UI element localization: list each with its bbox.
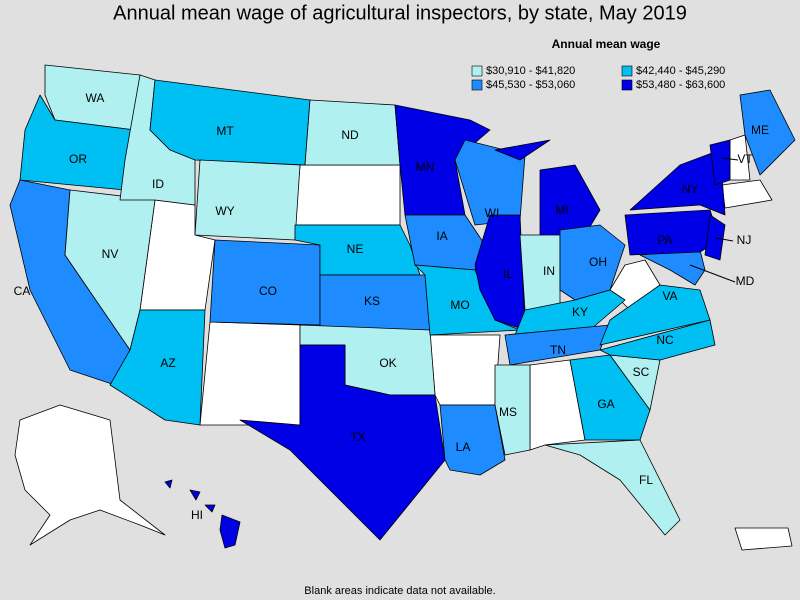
state-shape [704,214,726,261]
state-sd [294,164,401,226]
state-label: VA [662,289,677,303]
state-label: WY [215,204,234,218]
state-nm [199,321,301,426]
state-label: NC [656,333,674,347]
state-label: OH [589,255,607,269]
state-shape [109,309,206,426]
map-title: Annual mean wage of agricultural inspect… [113,2,687,24]
state-label: NJ [737,233,752,247]
state-shape [599,284,711,346]
state-label: TN [550,343,566,357]
state-shape [209,239,321,326]
state-ak [14,404,166,546]
state-shape [569,354,651,441]
state-label: MS [499,405,517,419]
legend-swatch [621,65,633,77]
state-label: TX [350,430,365,444]
state-shape [219,514,241,549]
legend-label: $42,440 - $45,290 [636,65,725,77]
state-label: NV [102,247,119,261]
state-label: OR [69,152,87,166]
state-shape [164,479,173,489]
state-shape [629,149,726,216]
state-shape [194,159,301,241]
state-shape [544,439,681,536]
state-label: IL [503,267,513,281]
state-label: ND [341,128,359,142]
state-label: IA [436,229,447,243]
state-labels: WA OR CA NV ID MT WY AZ CO ND NE KS OK TX MN IA MO LA WI IL… [14,91,769,522]
leader-line [721,157,739,161]
state-shape [239,344,446,541]
legend: $30,910 - $41,820 $42,440 - $45,290 $45,53… [471,65,725,91]
no-data-states [14,134,793,551]
legend-title: Annual mean wage [552,37,661,51]
state-label: NY [682,182,699,196]
state-label: FL [639,473,653,487]
state-ar [429,334,501,406]
legend-swatch [471,65,483,77]
state-label: HI [191,508,203,522]
legend-label: $45,530 - $53,060 [486,79,575,91]
state-label: NE [347,242,364,256]
leader-line [715,237,734,242]
state-label: IN [543,264,555,278]
state-label: ME [751,123,769,137]
state-label: WA [86,91,105,105]
leader-line [689,264,736,283]
state-label: MN [416,160,435,174]
state-label: MO [450,298,469,312]
state-shape [204,504,216,513]
footnote: Blank areas indicate data not available. [304,585,495,597]
state-label: CA [14,284,31,298]
state-label: MI [555,203,568,217]
state-shape [189,489,201,501]
state-label: KS [364,294,380,308]
state-label: MD [736,274,755,288]
legend-swatch [471,79,483,91]
state-shape [599,319,716,361]
state-label: OK [379,356,396,370]
state-shape [494,139,551,161]
state-label: WI [485,206,500,220]
state-pr [734,527,793,551]
state-shape [439,404,506,476]
state-shape [739,89,796,176]
state-label: GA [597,397,614,411]
state-label: LA [456,440,471,454]
state-label: AZ [160,356,175,370]
state-label: SC [633,365,650,379]
state-ma-ct-ri [721,179,773,209]
state-shape [539,164,601,241]
state-label: PA [657,233,672,247]
state-label: VT [737,152,753,166]
state-label: KY [572,305,588,319]
state-label: MT [216,124,234,138]
state-label: CO [259,284,277,298]
state-shape [394,104,491,216]
state-shape [709,139,731,186]
state-shape [494,364,531,456]
legend-label: $30,910 - $41,820 [486,65,575,77]
state-label: ID [152,177,164,191]
legend-swatch [621,79,633,91]
state-shape [474,214,526,331]
legend-label: $53,480 - $63,600 [636,79,725,91]
state-wv [609,259,661,311]
data-states [9,64,796,549]
